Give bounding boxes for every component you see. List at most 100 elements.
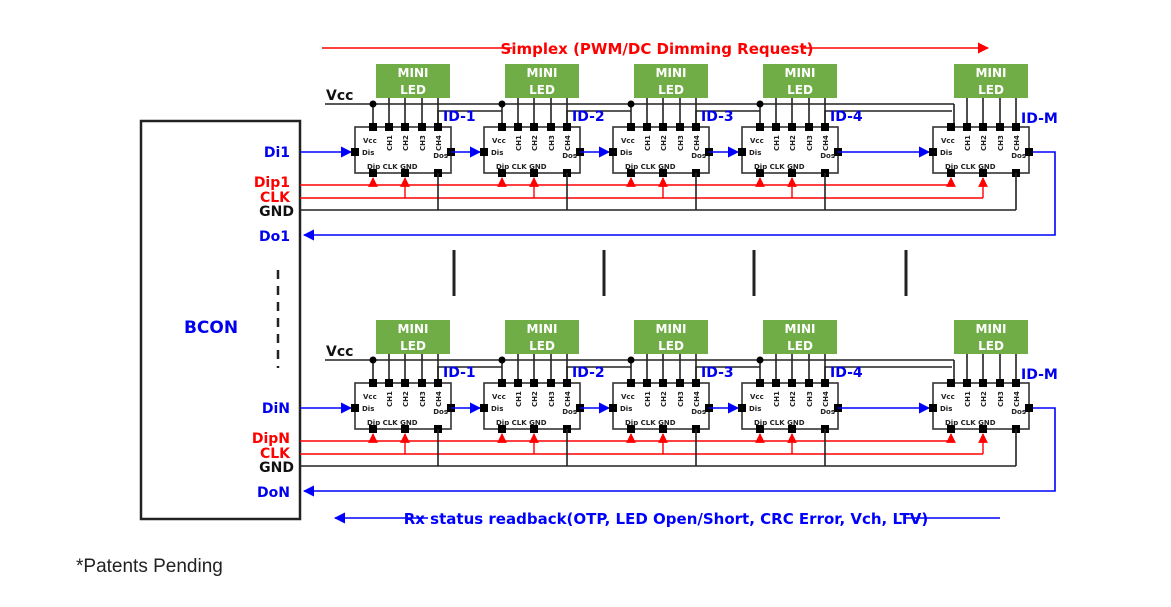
- chip-bottom-pin: [947, 169, 955, 177]
- ch4-pin-label: CH4: [693, 391, 701, 407]
- chip-top-pin: [805, 123, 813, 131]
- chip-top-pin: [627, 123, 635, 131]
- chip-bottom-pin: [788, 169, 796, 177]
- dis-pin: [738, 404, 746, 412]
- dos-pin-label: Dos: [433, 152, 448, 160]
- simplex-label: Simplex (PWM/DC Dimming Request): [501, 40, 814, 58]
- chip-bottom-pin: [627, 169, 635, 177]
- chip-top-pin: [547, 379, 555, 387]
- mini-led-label: MINI: [656, 66, 687, 80]
- mini-led-block: [954, 64, 1028, 98]
- vcc-pin-label: Vcc: [363, 393, 377, 401]
- vcc-junction-dot: [369, 100, 377, 108]
- dos-pin-label: Dos: [1011, 152, 1026, 160]
- ch4-pin-label: CH4: [435, 391, 443, 407]
- ch1-pin-label: CH1: [964, 391, 972, 407]
- ch1-pin-label: CH1: [773, 391, 781, 407]
- vcc-pin-label: Vcc: [750, 393, 764, 401]
- readback-label-bg: [428, 508, 904, 528]
- chip-id-label: ID-2: [572, 365, 605, 381]
- mini-led-label: LED: [529, 83, 555, 97]
- vcc-junction-dot: [756, 356, 764, 364]
- mini-led-label: LED: [787, 339, 813, 353]
- chip-bottom-pin: [369, 425, 377, 433]
- ch4-pin-label: CH4: [822, 135, 830, 151]
- ch3-pin-label: CH3: [806, 391, 814, 407]
- ch1-pin-label: CH1: [386, 135, 394, 151]
- bottom-pins-label: Dip CLK GND: [496, 419, 547, 427]
- mini-led-label: LED: [529, 339, 555, 353]
- ch2-pin-label: CH2: [402, 391, 410, 407]
- dos-pin-label: Dos: [433, 408, 448, 416]
- vcc-junction-dot: [369, 356, 377, 364]
- vcc-junction-dot: [498, 356, 506, 364]
- chip-top-pin: [805, 379, 813, 387]
- chip-top-pin: [756, 379, 764, 387]
- ch3-pin-label: CH3: [997, 391, 1005, 407]
- ch3-pin-label: CH3: [548, 391, 556, 407]
- chip-top-pin: [498, 123, 506, 131]
- mini-led-block: [634, 64, 708, 98]
- bottom-pins-label: Dip CLK GND: [367, 419, 418, 427]
- bottom-pins-label: Dip CLK GND: [754, 419, 805, 427]
- dis-pin-label: Dis: [491, 405, 503, 413]
- chip-top-pin: [643, 379, 651, 387]
- ch3-pin-label: CH3: [997, 135, 1005, 151]
- mini-led-label: LED: [787, 83, 813, 97]
- ch1-pin-label: CH1: [964, 135, 972, 151]
- chip-id-label: ID-3: [701, 109, 734, 125]
- chip-bottom-pin: [369, 169, 377, 177]
- chip-bottom-pin: [401, 425, 409, 433]
- ch3-pin-label: CH3: [677, 391, 685, 407]
- vcc-pin-label: Vcc: [492, 137, 506, 145]
- dip-label: Dip1: [254, 175, 290, 191]
- chip-top-pin: [1012, 123, 1020, 131]
- chip-top-pin: [979, 123, 987, 131]
- chip-bottom-pin: [947, 425, 955, 433]
- chip-top-pin: [676, 379, 684, 387]
- chip-top-pin: [369, 123, 377, 131]
- chip-bottom-pin: [498, 169, 506, 177]
- dis-pin-label: Dis: [749, 405, 761, 413]
- mini-led-label: LED: [400, 339, 426, 353]
- clk-label: CLK: [260, 190, 291, 206]
- mini-led-label: MINI: [398, 66, 429, 80]
- ch1-pin-label: CH1: [515, 135, 523, 151]
- mini-led-block: [376, 64, 450, 98]
- dis-pin: [480, 148, 488, 156]
- ch4-pin-label: CH4: [564, 135, 572, 151]
- ch2-pin-label: CH2: [660, 391, 668, 407]
- chip-top-pin: [821, 379, 829, 387]
- chip-top-pin: [947, 123, 955, 131]
- vcc-junction-dot: [498, 100, 506, 108]
- vcc-pin-label: Vcc: [363, 137, 377, 145]
- bcon-box: [139, 119, 302, 521]
- ch3-pin-label: CH3: [677, 135, 685, 151]
- chip-id-label: ID-2: [572, 109, 605, 125]
- chip-id-label: ID-M: [1021, 367, 1058, 383]
- dis-pin: [480, 404, 488, 412]
- chip-top-pin: [1012, 379, 1020, 387]
- mini-led-block: [505, 320, 579, 354]
- ch1-pin-label: CH1: [644, 391, 652, 407]
- chip-top-pin: [401, 379, 409, 387]
- chip-top-pin: [979, 379, 987, 387]
- dos-pin-label: Dos: [562, 408, 577, 416]
- bottom-pins-label: Dip CLK GND: [625, 163, 676, 171]
- bottom-pins-label: Dip CLK GND: [754, 163, 805, 171]
- chip-top-pin: [563, 379, 571, 387]
- ch2-pin-label: CH2: [531, 391, 539, 407]
- dis-pin: [738, 148, 746, 156]
- dos-pin: [1025, 404, 1033, 412]
- chip-top-pin: [947, 379, 955, 387]
- vcc-pin-label: Vcc: [750, 137, 764, 145]
- dos-pin-label: Dos: [820, 408, 835, 416]
- gnd-label: GND: [259, 460, 294, 476]
- dis-pin-label: Dis: [491, 149, 503, 157]
- ch4-pin-label: CH4: [822, 391, 830, 407]
- chip-top-pin: [434, 123, 442, 131]
- chip-bottom-pin: [401, 169, 409, 177]
- chip-bottom-pin: [979, 425, 987, 433]
- mini-led-label: MINI: [656, 322, 687, 336]
- chip-bottom-pin: [530, 425, 538, 433]
